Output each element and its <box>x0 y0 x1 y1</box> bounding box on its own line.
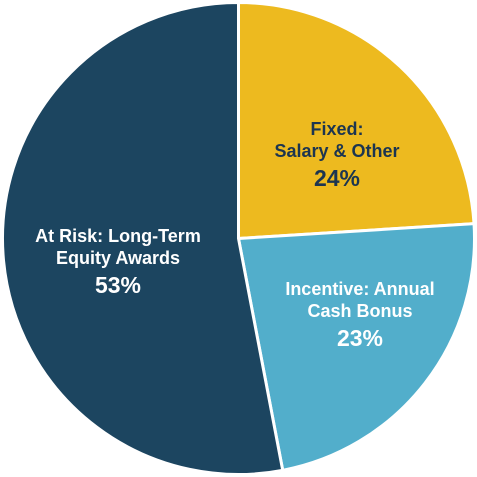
slice-label: Fixed: <box>310 119 363 139</box>
slice-label: Incentive: Annual <box>285 279 434 299</box>
slice-label: At Risk: Long-Term <box>35 226 201 246</box>
slice-label: Salary & Other <box>274 141 399 161</box>
slice-label: Equity Awards <box>56 248 180 268</box>
value-label: 24% <box>314 165 360 191</box>
value-label: 23% <box>337 325 383 351</box>
value-label: 53% <box>95 272 141 298</box>
slice-label: Cash Bonus <box>307 301 412 321</box>
pie-slice <box>237 0 476 241</box>
pie-slice <box>236 222 476 473</box>
pie-slice <box>1 0 285 476</box>
